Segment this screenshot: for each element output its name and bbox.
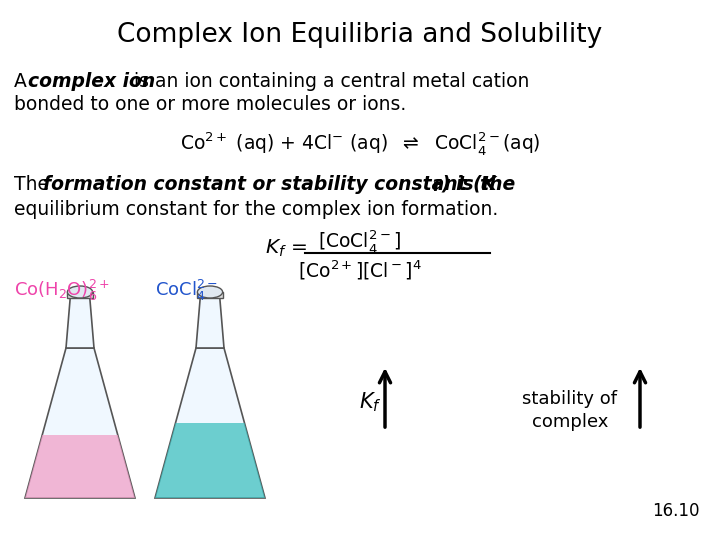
Text: $K_f$ =: $K_f$ = bbox=[265, 238, 307, 259]
Polygon shape bbox=[25, 435, 135, 498]
Text: [Co$^{2+}$][Cl$^-$]$^4$: [Co$^{2+}$][Cl$^-$]$^4$ bbox=[298, 258, 422, 281]
Text: bonded to one or more molecules or ions.: bonded to one or more molecules or ions. bbox=[14, 95, 406, 114]
Text: f: f bbox=[432, 179, 439, 194]
Text: [CoCl$_4^{2-}$]: [CoCl$_4^{2-}$] bbox=[318, 228, 402, 255]
Text: A: A bbox=[14, 72, 33, 91]
Polygon shape bbox=[66, 298, 94, 348]
Polygon shape bbox=[155, 423, 265, 498]
Text: The: The bbox=[14, 175, 55, 194]
Text: formation constant or stability constant (K: formation constant or stability constant… bbox=[43, 175, 496, 194]
Text: CoCl$_4^{2-}$: CoCl$_4^{2-}$ bbox=[155, 278, 218, 303]
Text: complex: complex bbox=[532, 413, 608, 431]
Text: 16.10: 16.10 bbox=[652, 502, 700, 520]
Ellipse shape bbox=[197, 286, 222, 298]
Polygon shape bbox=[25, 348, 135, 498]
Ellipse shape bbox=[68, 286, 93, 298]
Polygon shape bbox=[68, 292, 93, 298]
Polygon shape bbox=[155, 348, 265, 498]
Text: ) is the: ) is the bbox=[441, 175, 516, 194]
Text: $K_f$: $K_f$ bbox=[359, 390, 382, 414]
Polygon shape bbox=[196, 298, 224, 348]
Text: Complex Ion Equilibria and Solubility: Complex Ion Equilibria and Solubility bbox=[117, 22, 603, 48]
Text: stability of: stability of bbox=[523, 390, 618, 408]
Polygon shape bbox=[197, 292, 222, 298]
Text: is an ion containing a central metal cation: is an ion containing a central metal cat… bbox=[128, 72, 529, 91]
Text: equilibrium constant for the complex ion formation.: equilibrium constant for the complex ion… bbox=[14, 200, 498, 219]
Text: complex ion: complex ion bbox=[28, 72, 156, 91]
Text: Co(H$_2$O)$_6^{2+}$: Co(H$_2$O)$_6^{2+}$ bbox=[14, 278, 110, 303]
Text: Co$^{2+}$ (aq) + 4Cl$^{-}$ (aq)  $\rightleftharpoons$  CoCl$_4^{2-}$(aq): Co$^{2+}$ (aq) + 4Cl$^{-}$ (aq) $\rightl… bbox=[180, 130, 540, 157]
